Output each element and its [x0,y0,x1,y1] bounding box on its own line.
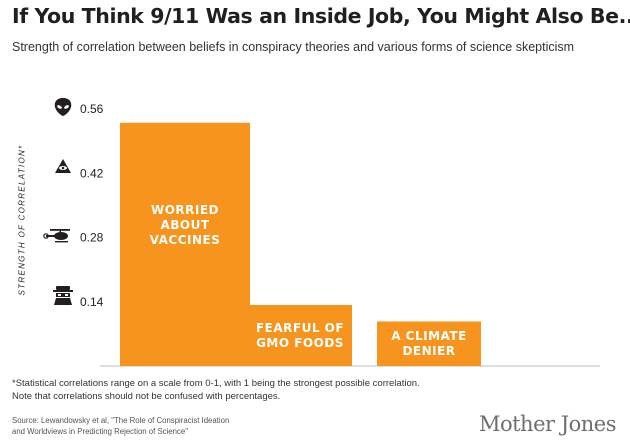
bar-label: ABOUT [160,218,209,232]
footnote: *Statistical correlations range on a sca… [12,377,612,403]
source-citation: Source: Lewandowsky et al, "The Role of … [12,415,312,437]
bar-1 [120,122,250,367]
y-tick-icons [43,98,73,305]
bar-label: VACCINES [150,233,221,247]
source-line-2: and Worldviews in Predicting Rejection o… [12,427,188,436]
bar-label: FEARFUL OF [256,321,344,335]
brand-logo: Mother Jones [478,412,617,436]
footnote-line-1: *Statistical correlations range on a sca… [12,378,420,389]
helicopter-icon [43,229,70,243]
bar-label: DENIER [402,344,455,358]
source-line-1: Source: Lewandowsky et al, "The Role of … [12,416,230,425]
y-axis-ticks: 0.14 0.28 0.42 0.56 [80,102,104,309]
bar-2 [248,304,352,366]
bar-3 [377,321,481,366]
bar-label: WORRIED [151,203,219,217]
illuminati-eye-icon [55,159,71,173]
y-tick-label: 0.42 [80,166,104,180]
alien-icon [54,98,72,116]
bar-label: GMO FOODS [256,336,344,350]
chart-title: If You Think 9/11 Was an Inside Job, You… [12,4,630,28]
burglar-icon [53,286,73,305]
y-tick-label: 0.14 [80,295,104,309]
y-tick-label: 0.28 [80,231,104,245]
bar-label: A CLIMATE [391,329,467,343]
footnote-line-2: Note that correlations should not be con… [12,391,281,402]
chart-subtitle: Strength of correlation between beliefs … [12,40,575,54]
y-tick-label: 0.56 [80,102,104,116]
